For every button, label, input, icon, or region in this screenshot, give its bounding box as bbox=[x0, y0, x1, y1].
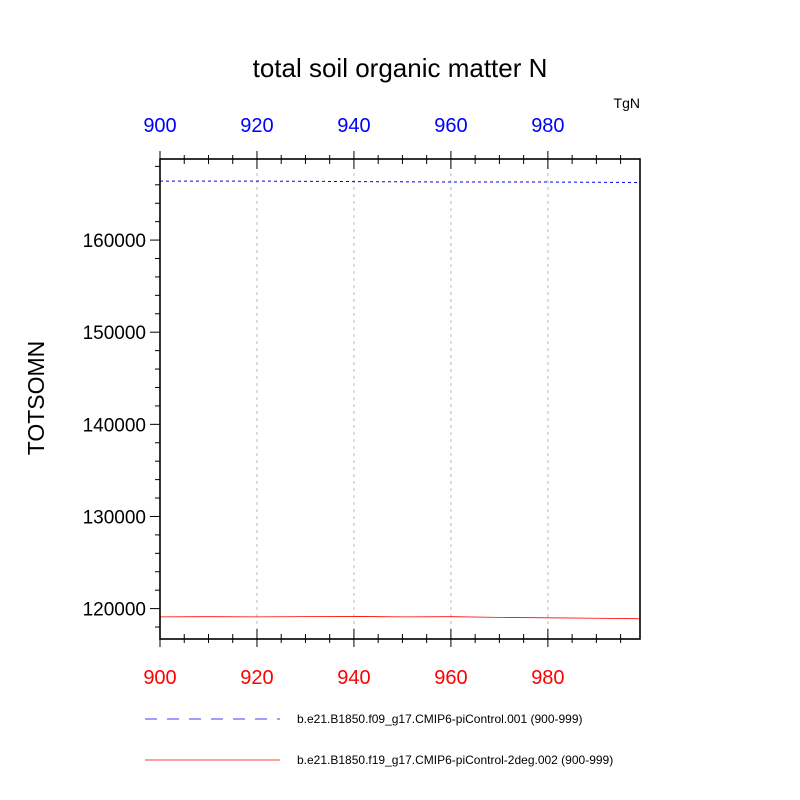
grid-lines bbox=[256, 159, 549, 639]
series-line-1 bbox=[160, 180, 641, 183]
y-tick-label: 160000 bbox=[83, 231, 146, 252]
y-tick-label: 140000 bbox=[83, 415, 146, 436]
x-tick-label-top: 900 bbox=[143, 115, 176, 137]
chart-title: total soil organic matter N bbox=[253, 53, 548, 83]
x-tick-label-bottom: 920 bbox=[240, 667, 273, 689]
x-tick-label-top: 940 bbox=[337, 115, 370, 137]
x-tick-label-top: 980 bbox=[531, 115, 564, 137]
y-tick-label: 120000 bbox=[83, 600, 146, 621]
legend-label-1: b.e21.B1850.f09_g17.CMIP6-piControl.001 … bbox=[297, 712, 583, 726]
legend-label-2: b.e21.B1850.f19_g17.CMIP6-piControl-2deg… bbox=[297, 753, 613, 767]
y-tick-label: 150000 bbox=[83, 323, 146, 344]
legend: b.e21.B1850.f09_g17.CMIP6-piControl.001 … bbox=[145, 712, 613, 767]
series-line-2 bbox=[159, 616, 641, 620]
series-layer bbox=[159, 180, 641, 620]
y-tick-label: 130000 bbox=[83, 507, 146, 528]
axis-ticks bbox=[150, 151, 622, 647]
units-label: TgN bbox=[614, 95, 640, 111]
x-tick-label-bottom: 960 bbox=[434, 667, 467, 689]
x-tick-label-bottom: 940 bbox=[337, 667, 370, 689]
tick-labels: 900 900 920 920 940 940 960 960 980 980 120000 1300… bbox=[83, 115, 565, 689]
x-tick-label-top: 920 bbox=[240, 115, 273, 137]
plot-frame bbox=[159, 158, 641, 640]
y-axis-label: TOTSOMN bbox=[23, 341, 49, 456]
x-tick-label-bottom: 900 bbox=[143, 667, 176, 689]
x-tick-label-top: 960 bbox=[434, 115, 467, 137]
x-tick-label-bottom: 980 bbox=[531, 667, 564, 689]
